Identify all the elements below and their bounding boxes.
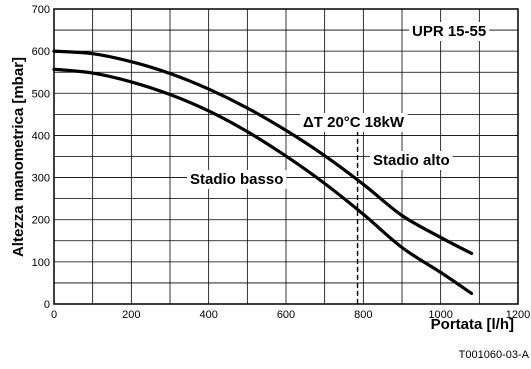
label-background <box>370 151 453 170</box>
y-tick-label: 100 <box>32 257 50 269</box>
y-tick-label: 700 <box>32 4 50 16</box>
series-lines <box>52 49 474 296</box>
x-tick-label: 1200 <box>506 309 530 321</box>
label-background <box>409 22 490 41</box>
x-tick-label: 800 <box>354 309 372 321</box>
x-tick-label: 1000 <box>428 309 452 321</box>
plot-frame <box>53 8 519 305</box>
series-line-1 <box>52 67 474 296</box>
y-tick-label: 200 <box>32 215 50 227</box>
label-background <box>187 170 287 189</box>
x-tick-label: 400 <box>199 309 217 321</box>
model-label: UPR 15-55 <box>412 23 486 40</box>
x-axis-title: Portata [l/h] <box>431 316 514 333</box>
x-tick-label: 200 <box>122 309 140 321</box>
y-tick-label: 600 <box>32 46 50 58</box>
series-line-0 <box>52 49 474 256</box>
x-tick-label: 600 <box>277 309 295 321</box>
figure-reference-code: T001060-03-A <box>459 349 530 361</box>
y-tick-label: 500 <box>32 88 50 100</box>
y-tick-label: 400 <box>32 130 50 142</box>
annotation-stadio-basso: Stadio basso <box>190 171 283 188</box>
y-tick-labels: 0 100 200 300 400 500 600 700 <box>32 4 50 311</box>
annotation-stadio-alto: Stadio alto <box>373 152 450 169</box>
reference-label: ΔT 20°C 18kW <box>303 114 405 131</box>
y-tick-label: 0 <box>44 299 50 311</box>
x-tick-label: 0 <box>51 309 57 321</box>
y-tick-label: 300 <box>32 173 50 185</box>
label-background <box>300 113 408 132</box>
y-axis-title: Altezza manometrica [mbar] <box>10 57 27 257</box>
x-tick-labels: 0 200 400 600 800 1000 1200 <box>51 309 530 321</box>
